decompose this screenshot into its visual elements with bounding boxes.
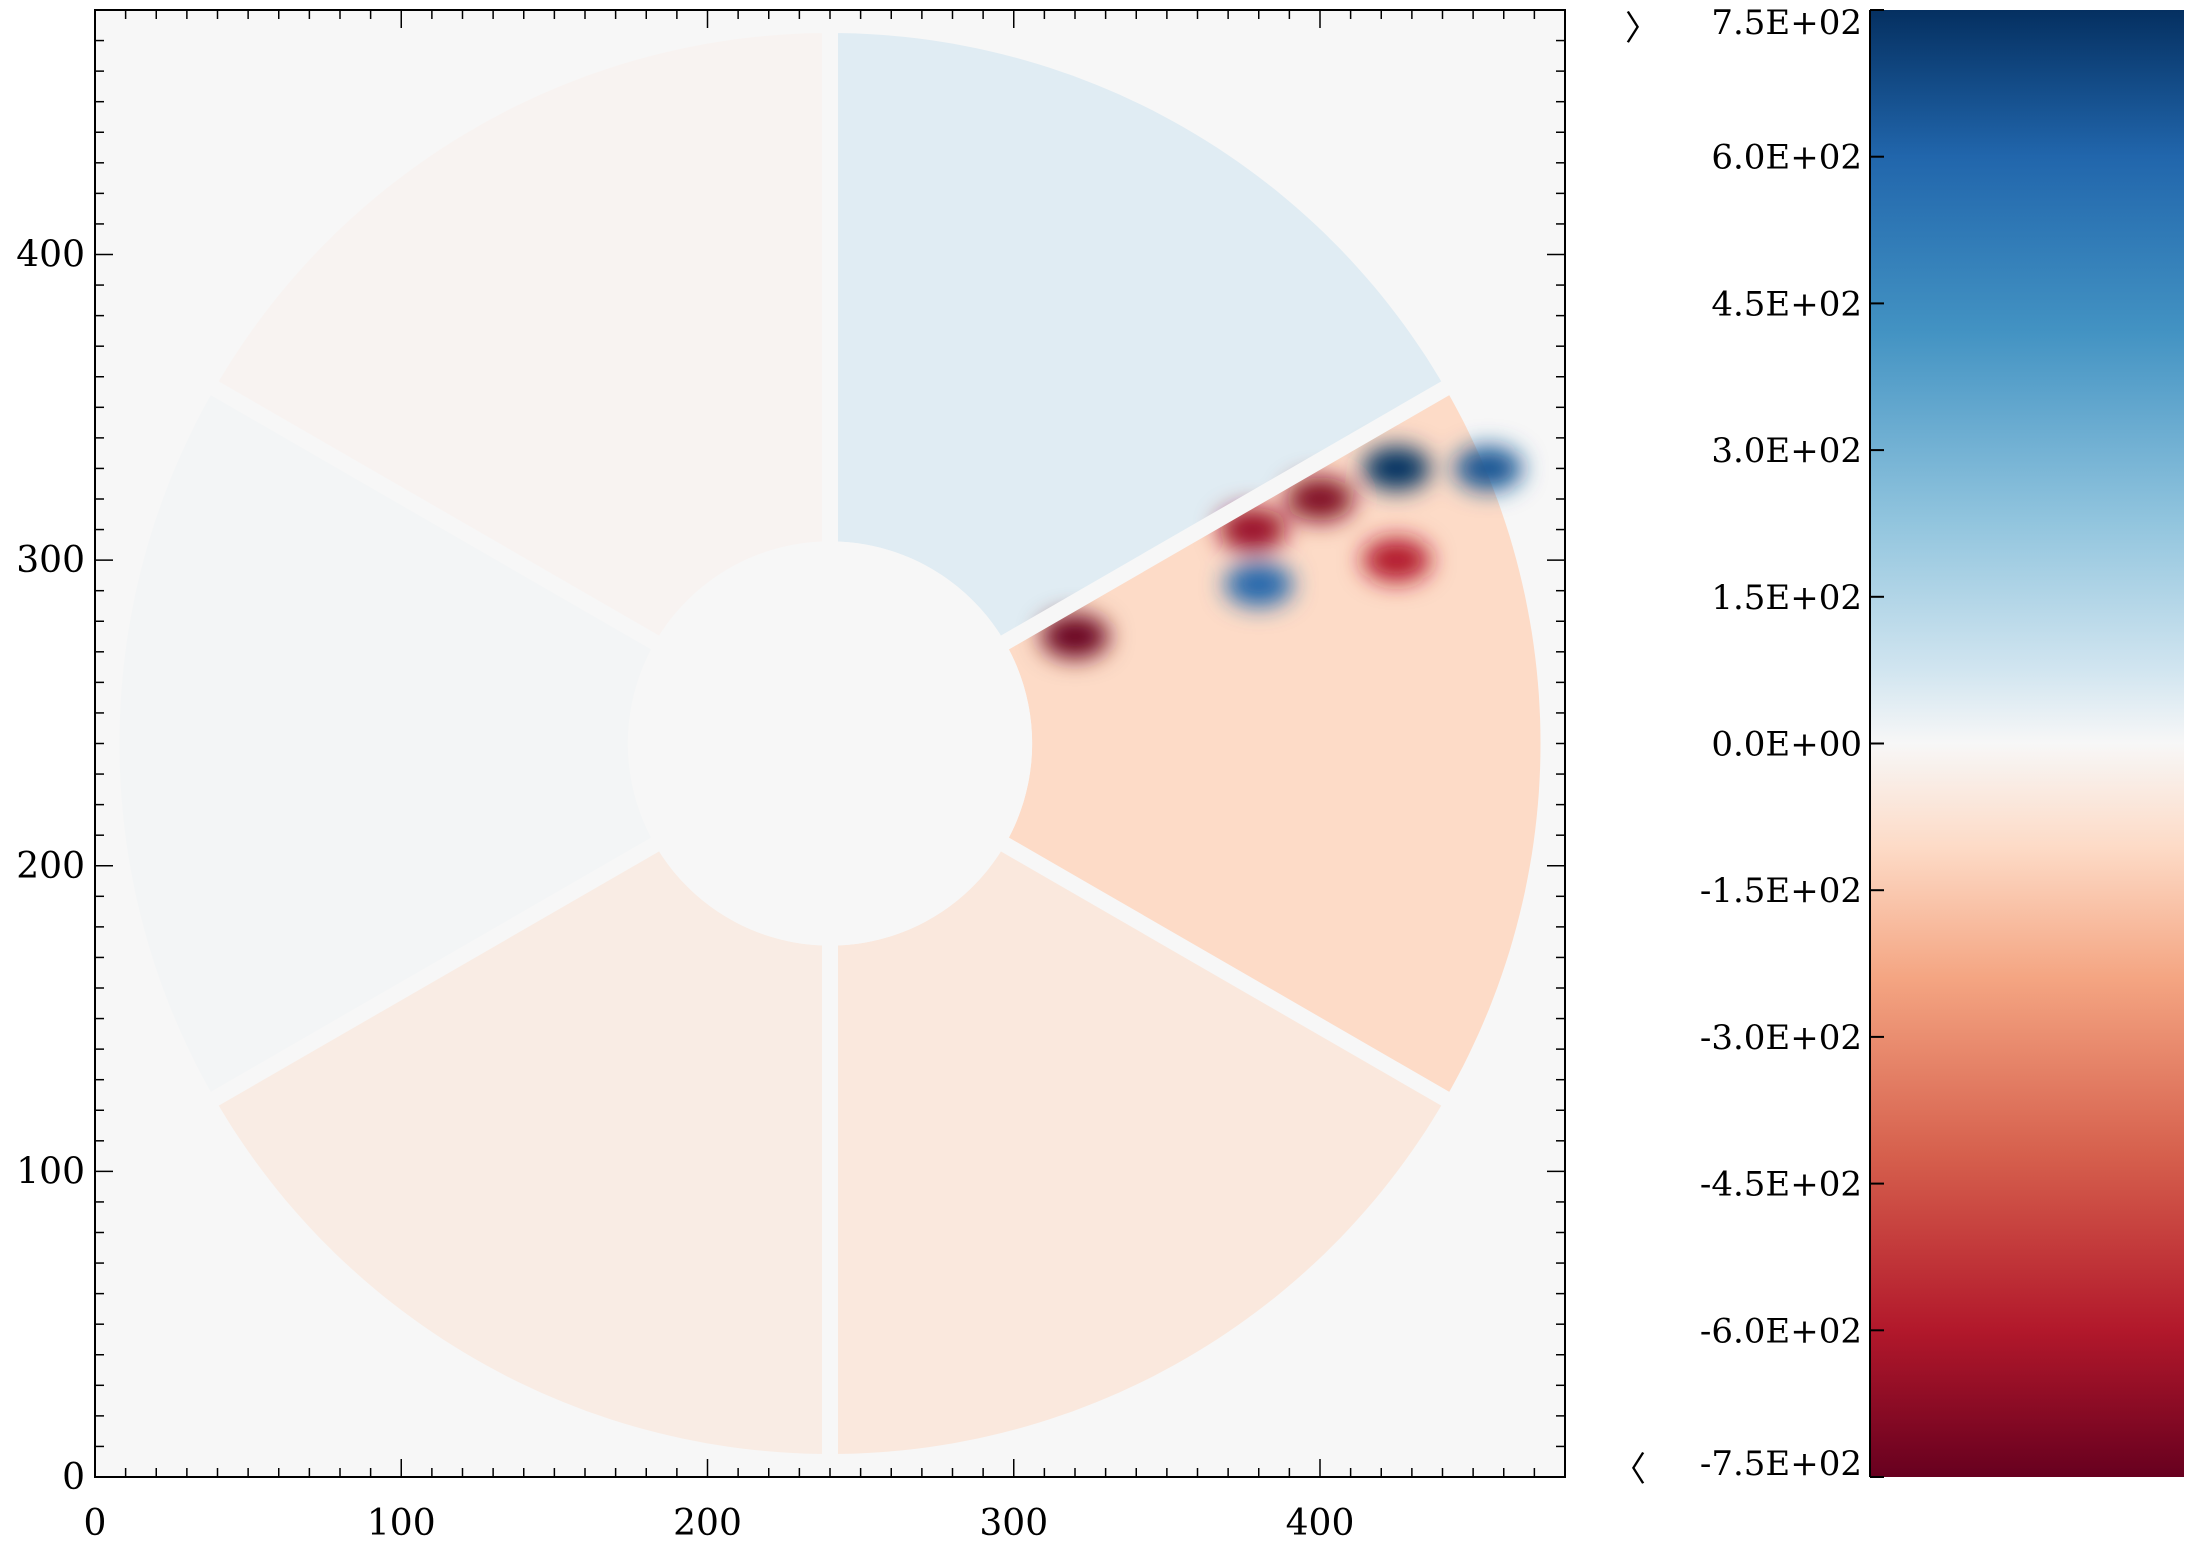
x-tick-label: 300 bbox=[979, 1503, 1048, 1544]
hotspot bbox=[1041, 614, 1109, 659]
spider-vane bbox=[184, 835, 663, 1121]
hotspot bbox=[1362, 538, 1431, 583]
heatmap-plot-area: 0 100 200 300 400 0 100 200 300 400 bbox=[16, 9, 1566, 1544]
colorbar-tick-label: -4.5E+02 bbox=[1700, 1165, 1862, 1205]
y-tick-label: 300 bbox=[16, 540, 85, 581]
y-axis: 0 100 200 300 400 bbox=[16, 9, 1565, 1498]
colorbar: 7.5E+02 6.0E+02 4.5E+02 3.0E+02 1.5E+02 0.0E+… bbox=[1612, 3, 2184, 1490]
colorbar-ticks: 7.5E+02 6.0E+02 4.5E+02 3.0E+02 1.5E+02 0.0E+… bbox=[1700, 3, 1884, 1484]
spider-vane bbox=[997, 366, 1476, 652]
hotspot bbox=[1362, 446, 1431, 491]
central-obscuration bbox=[627, 541, 1033, 946]
colorbar-tick-label: -6.0E+02 bbox=[1700, 1311, 1862, 1351]
y-tick-label: 200 bbox=[16, 846, 85, 887]
colorbar-top-marker: 〉 bbox=[1625, 9, 1659, 49]
pupil-segment-upper bbox=[214, 33, 830, 643]
hotspot bbox=[1218, 507, 1287, 552]
spider-vane bbox=[184, 366, 663, 652]
spider-vane bbox=[997, 835, 1476, 1121]
pupil-map bbox=[119, 10, 1541, 1477]
colorbar-tick-label: -1.5E+02 bbox=[1700, 871, 1862, 911]
hotspot bbox=[1286, 477, 1354, 521]
x-tick-label: 400 bbox=[1286, 1503, 1355, 1544]
pupil-segment-upper-right bbox=[830, 33, 1446, 643]
colorbar-tick-label: -7.5E+02 bbox=[1700, 1444, 1862, 1484]
x-tick-label: 200 bbox=[673, 1503, 742, 1544]
colorbar-tick-label: 1.5E+02 bbox=[1711, 578, 1862, 618]
colorbar-gradient bbox=[1870, 10, 2184, 1477]
colorbar-tick-label: 3.0E+02 bbox=[1711, 431, 1862, 471]
y-tick-label: 100 bbox=[16, 1151, 85, 1192]
colorbar-tick-label: -3.0E+02 bbox=[1700, 1018, 1862, 1058]
y-tick-label: 400 bbox=[16, 235, 85, 276]
x-axis: 0 100 200 300 400 bbox=[84, 10, 1566, 1544]
hotspot bbox=[1224, 562, 1293, 607]
colorbar-tick-label: 7.5E+02 bbox=[1711, 3, 1862, 43]
colorbar-bottom-marker: 〈 bbox=[1612, 1450, 1646, 1490]
x-tick-label: 100 bbox=[367, 1503, 436, 1544]
colorbar-tick-label: 0.0E+00 bbox=[1711, 725, 1862, 765]
hotspot bbox=[1454, 446, 1523, 491]
x-tick-label: 0 bbox=[84, 1503, 107, 1544]
y-tick-label: 0 bbox=[62, 1457, 85, 1498]
colorbar-tick-label: 6.0E+02 bbox=[1711, 138, 1862, 178]
hotspots bbox=[1041, 446, 1523, 659]
pupil-segment-lower-right bbox=[830, 844, 1446, 1454]
pupil-segment-lower-left bbox=[214, 844, 830, 1454]
colorbar-tick-label: 4.5E+02 bbox=[1711, 284, 1862, 324]
